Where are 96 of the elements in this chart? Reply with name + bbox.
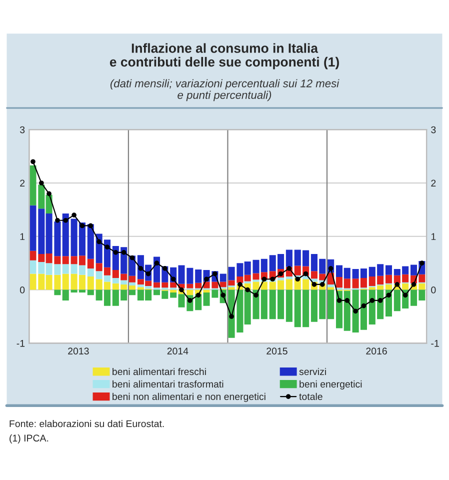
point bbox=[88, 223, 94, 228]
y2-tick-label: 0 bbox=[431, 286, 436, 294]
chart-subtitle: (dati mensili; variazioni percentuali sui 12 mesi e punti percentuali) bbox=[110, 79, 340, 102]
bar bbox=[385, 284, 392, 290]
chart-title: Inflazione al consumo in Italia e contributi delle sue componenti (1) bbox=[110, 43, 339, 70]
legend-label: servizi bbox=[299, 368, 326, 376]
point bbox=[419, 260, 424, 266]
point bbox=[30, 159, 36, 164]
bar bbox=[129, 282, 136, 286]
point bbox=[286, 266, 292, 271]
y2-tick-label: 1 bbox=[431, 233, 436, 240]
legend-label: beni alimentari trasformati bbox=[112, 380, 224, 388]
bar bbox=[195, 270, 202, 283]
point bbox=[55, 218, 60, 223]
point bbox=[312, 282, 317, 287]
bar bbox=[385, 274, 392, 284]
point bbox=[204, 276, 209, 282]
point bbox=[238, 282, 242, 287]
point bbox=[262, 276, 267, 282]
point bbox=[121, 250, 126, 255]
point bbox=[320, 282, 325, 287]
bar bbox=[220, 274, 226, 282]
point bbox=[361, 303, 366, 308]
source-note: Fonte: elaborazioni su dati Eurostat. bbox=[10, 420, 164, 428]
bar bbox=[203, 290, 210, 292]
bar bbox=[62, 264, 69, 274]
bar bbox=[62, 290, 69, 300]
point bbox=[229, 314, 234, 319]
bar bbox=[286, 276, 292, 280]
point bbox=[170, 276, 176, 282]
point bbox=[402, 292, 408, 298]
text: (1) IPCA. bbox=[10, 434, 48, 444]
bar bbox=[87, 290, 94, 296]
point bbox=[270, 276, 276, 282]
point bbox=[96, 239, 102, 244]
point bbox=[72, 212, 76, 218]
legend-label: beni non alimentari e non energetici bbox=[112, 392, 266, 402]
point bbox=[378, 298, 383, 303]
legend-label: totale bbox=[299, 392, 322, 400]
point bbox=[411, 282, 416, 287]
y2-tick-label: 3 bbox=[431, 126, 436, 134]
point bbox=[336, 298, 342, 303]
bar bbox=[129, 276, 136, 282]
point bbox=[295, 276, 300, 282]
point bbox=[245, 287, 250, 292]
y-tick-label: 3 bbox=[20, 126, 25, 134]
y2-tick-label: 2 bbox=[431, 180, 436, 187]
bar bbox=[328, 284, 334, 288]
bar bbox=[87, 258, 94, 268]
bar bbox=[220, 282, 226, 288]
point bbox=[130, 255, 135, 260]
point bbox=[179, 287, 184, 292]
bar bbox=[286, 279, 292, 290]
bar bbox=[87, 224, 94, 259]
point bbox=[46, 191, 52, 196]
point bbox=[196, 292, 201, 298]
bar bbox=[87, 276, 94, 290]
y2-tick-label: -1 bbox=[431, 340, 439, 347]
point bbox=[344, 298, 350, 303]
point bbox=[104, 244, 110, 250]
point bbox=[113, 250, 118, 255]
legend-label: beni energetici bbox=[300, 380, 362, 390]
point bbox=[394, 282, 400, 287]
point bbox=[38, 180, 44, 186]
x-tick-label: 2016 bbox=[366, 348, 387, 355]
point bbox=[138, 266, 144, 271]
point bbox=[154, 260, 160, 266]
point bbox=[63, 218, 68, 223]
point bbox=[353, 308, 358, 314]
point bbox=[278, 271, 284, 276]
bar bbox=[328, 287, 334, 290]
bar bbox=[62, 213, 69, 256]
point bbox=[162, 266, 168, 271]
x-tick-label: 2013 bbox=[68, 348, 89, 355]
bar bbox=[328, 290, 334, 320]
bar bbox=[195, 282, 202, 288]
y-tick-label: 2 bbox=[20, 180, 25, 187]
bar bbox=[62, 256, 69, 264]
bar bbox=[87, 268, 94, 276]
legend-label: beni alimentari freschi bbox=[112, 368, 206, 376]
x-tick-label: 2015 bbox=[266, 348, 288, 355]
bar bbox=[129, 290, 136, 296]
point bbox=[386, 292, 392, 298]
bar bbox=[62, 274, 69, 290]
bar bbox=[129, 286, 136, 290]
bar bbox=[54, 290, 61, 296]
point bbox=[370, 298, 375, 303]
x-tick-label: 2014 bbox=[167, 348, 188, 355]
point bbox=[254, 292, 258, 298]
point bbox=[80, 223, 85, 228]
y-tick-label: 0 bbox=[20, 286, 25, 294]
y-tick-label: 1 bbox=[20, 233, 25, 240]
bar bbox=[385, 265, 392, 275]
bar bbox=[286, 290, 292, 322]
bar bbox=[286, 250, 292, 267]
y-tick-label: -1 bbox=[16, 340, 25, 347]
